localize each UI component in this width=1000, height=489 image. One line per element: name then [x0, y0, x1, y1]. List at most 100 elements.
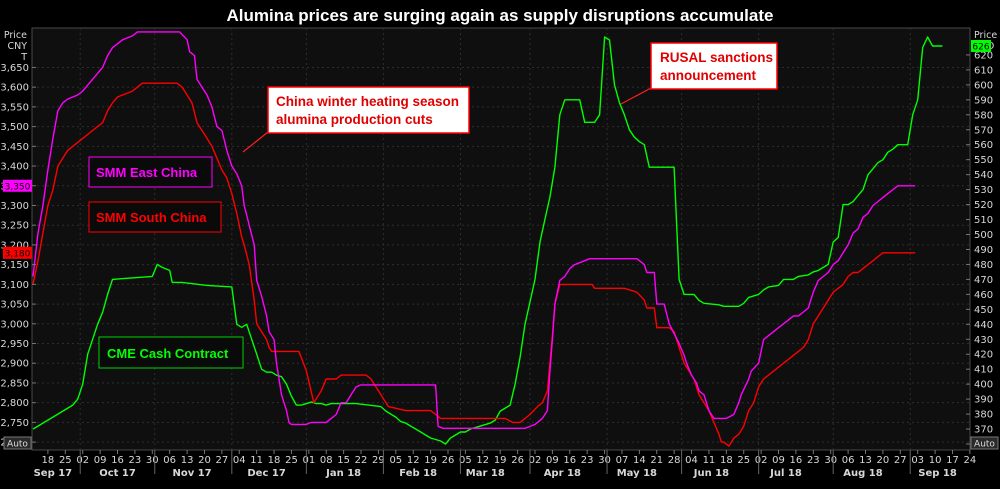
right-axis-tick-label: 610	[974, 65, 993, 76]
right-axis-tick-label: 570	[974, 125, 993, 136]
x-axis-month-label: Dec 17	[247, 468, 285, 479]
x-axis-day-label: 08	[320, 455, 333, 466]
x-axis-day-label: 12	[407, 455, 420, 466]
x-axis-day-label: 01	[302, 455, 315, 466]
x-axis-day-label: 27	[215, 455, 228, 466]
right-axis-tick-label: 470	[974, 275, 993, 286]
x-axis-month-label: Jan 18	[325, 468, 361, 479]
left-axis-tick-label: 3,150	[0, 260, 29, 271]
x-axis-day-label: 09	[94, 455, 107, 466]
left-axis-tick-label: 3,300	[0, 201, 29, 212]
x-axis-day-label: 16	[563, 455, 576, 466]
left-axis-tick-label: 2,900	[0, 359, 29, 370]
right-axis-tick-label: 580	[974, 110, 993, 121]
x-axis-day-label: 30	[824, 455, 837, 466]
x-axis-month-label: Feb 18	[399, 468, 437, 479]
x-axis-month-label: Sep 17	[34, 468, 73, 479]
x-axis-month-label: May 18	[617, 468, 657, 479]
left-axis-header: Price CNY T	[4, 30, 27, 63]
auto-scale-label-left: Auto	[7, 440, 28, 450]
right-axis-tick-label: 420	[974, 350, 993, 361]
right-axis-tick-label: 430	[974, 335, 993, 346]
right-axis-tick-label: 390	[974, 395, 993, 406]
auto-scale-button-left[interactable]: Auto	[3, 436, 32, 450]
series-line-smm-south-china	[32, 82, 916, 447]
right-axis-tick-label: 480	[974, 260, 993, 271]
x-axis-day-label: 25	[59, 455, 72, 466]
x-axis-month-label: Apr 18	[544, 468, 581, 479]
series-lines	[32, 31, 943, 447]
legend-cme-text: CME Cash Contract	[107, 346, 229, 361]
auto-scale-label-right: Auto	[974, 440, 995, 450]
right-axis-tick-label: 380	[974, 410, 993, 421]
x-axis-day-label: 09	[546, 455, 559, 466]
right-axis-tick-label: 450	[974, 305, 993, 316]
right-axis-tick-label: 550	[974, 155, 993, 166]
left-axis-tick-label: 3,200	[0, 240, 29, 251]
x-axis-day-label: 13	[181, 455, 194, 466]
right-axis-tick-label: 400	[974, 380, 993, 391]
x-axis-day-label: 27	[894, 455, 907, 466]
x-axis-day-label: 09	[772, 455, 785, 466]
x-axis-day-label: 06	[163, 455, 176, 466]
legend-smm-east-text: SMM East China	[96, 165, 198, 180]
legend-smm-south: SMM South China	[88, 201, 222, 233]
last-value-text-smm-south-china: 3,180	[5, 249, 31, 259]
x-axis-day-label: 29	[372, 455, 385, 466]
x-axis-day-label: 05	[389, 455, 402, 466]
annotation-winter-line1: China winter heating season	[276, 94, 459, 109]
series-line-cme-cash-contract	[32, 36, 943, 445]
last-value-text-smm-east-china: 3,350	[5, 182, 31, 192]
x-axis-day-label: 23	[807, 455, 820, 466]
left-axis-tick-label: 2,800	[0, 398, 29, 409]
series-line-smm-east-china	[32, 31, 916, 429]
left-axis-tick-label: 3,550	[0, 102, 29, 113]
left-axis-tick-label: 3,000	[0, 319, 29, 330]
x-axis-day-label: 10	[929, 455, 942, 466]
right-axis-tick-label: 410	[974, 365, 993, 376]
left-axis-header-currency: CNY	[7, 41, 27, 52]
right-axis-tick-label: 600	[974, 80, 993, 91]
annotation-rusal-line2: announcement	[660, 68, 757, 83]
left-axis-tick-label: 2,950	[0, 339, 29, 350]
x-axis-month-label: Sep 18	[918, 468, 957, 479]
annotation-winter: China winter heating season alumina prod…	[242, 86, 470, 153]
left-axis-tick-label: 3,400	[0, 162, 29, 173]
x-axis-day-label: 14	[633, 455, 646, 466]
x-axis-day-label: 04	[233, 455, 246, 466]
left-axis-header-unit: T	[20, 52, 27, 63]
right-axis-tick-label: 560	[974, 140, 993, 151]
x-axis-day-label: 17	[946, 455, 959, 466]
auto-scale-button-right[interactable]: Auto	[970, 436, 999, 450]
last-value-tag-smm-east-china	[3, 179, 32, 192]
x-axis-day-label: 30	[598, 455, 611, 466]
x-axis-day-label: 26	[511, 455, 524, 466]
last-value-tag-smm-south-china	[3, 246, 32, 259]
right-axis-tick-label: 500	[974, 230, 993, 241]
x-axis-month-label: Jun 18	[693, 468, 729, 479]
x-axis-day-label: 20	[198, 455, 211, 466]
x-axis-day-label: 25	[737, 455, 750, 466]
x-axis-day-label: 19	[424, 455, 437, 466]
x-axis-day-label: 30	[146, 455, 159, 466]
x-axis-day-label: 19	[494, 455, 507, 466]
x-axis-day-label: 23	[129, 455, 142, 466]
annotation-winter-pointer	[242, 131, 269, 153]
x-axis-day-label: 26	[442, 455, 455, 466]
x-axis-day-label: 18	[268, 455, 281, 466]
annotation-winter-line2: alumina production cuts	[276, 112, 433, 127]
annotation-rusal: RUSAL sanctions announcement	[620, 42, 778, 105]
x-axis-day-label: 21	[650, 455, 663, 466]
right-axis-tick-label: 440	[974, 320, 993, 331]
x-axis: 18 25 02 09 16 23 30 06 13 20 27 04 11 18 25 01 08 15 22 29…	[34, 450, 977, 479]
legend-cme: CME Cash Contract	[98, 336, 244, 369]
x-axis-month-label: Oct 17	[99, 468, 136, 479]
x-axis-day-label: 02	[755, 455, 768, 466]
x-axis-day-label: 02	[529, 455, 542, 466]
legend-smm-south-text: SMM South China	[96, 210, 207, 225]
x-axis-day-label: 25	[285, 455, 298, 466]
x-axis-day-label: 24	[964, 455, 977, 466]
right-axis-tick-label: 620	[974, 50, 993, 61]
x-axis-day-label: 20	[877, 455, 890, 466]
